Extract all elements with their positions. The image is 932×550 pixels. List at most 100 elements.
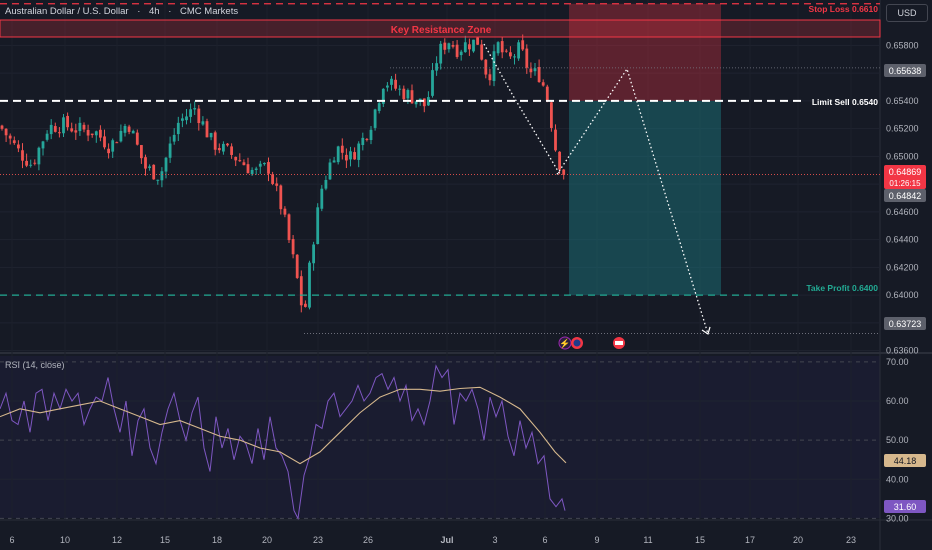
bull-candle[interactable] bbox=[349, 151, 352, 160]
bear-candle[interactable] bbox=[135, 132, 139, 145]
bear-candle[interactable] bbox=[271, 174, 274, 184]
bear-candle[interactable] bbox=[521, 40, 525, 50]
bull-candle[interactable] bbox=[332, 160, 336, 163]
bull-candle[interactable] bbox=[513, 56, 516, 58]
bear-candle[interactable] bbox=[242, 162, 246, 166]
bear-candle[interactable] bbox=[144, 157, 147, 169]
bull-candle[interactable] bbox=[123, 125, 127, 133]
bull-candle[interactable] bbox=[254, 168, 258, 170]
projection-layer[interactable] bbox=[483, 43, 711, 335]
bear-candle[interactable] bbox=[17, 144, 20, 149]
bear-candle[interactable] bbox=[33, 162, 37, 164]
bull-candle[interactable] bbox=[414, 101, 418, 105]
bear-candle[interactable] bbox=[205, 121, 209, 138]
bear-candle[interactable] bbox=[217, 148, 221, 151]
bear-candle[interactable] bbox=[480, 44, 484, 60]
rsi-ma-line[interactable] bbox=[0, 386, 567, 465]
bull-candle[interactable] bbox=[209, 133, 213, 138]
bear-candle[interactable] bbox=[238, 160, 242, 162]
bear-candle[interactable] bbox=[115, 142, 119, 144]
bull-candle[interactable] bbox=[496, 42, 500, 54]
bear-candle[interactable] bbox=[345, 154, 348, 161]
bull-candle[interactable] bbox=[386, 85, 389, 88]
bull-candle[interactable] bbox=[263, 162, 266, 165]
bear-candle[interactable] bbox=[484, 59, 488, 75]
bull-candle[interactable] bbox=[160, 171, 164, 181]
bull-candle[interactable] bbox=[41, 141, 45, 149]
bull-candle[interactable] bbox=[258, 163, 262, 167]
bull-candle[interactable] bbox=[463, 42, 467, 53]
bear-candle[interactable] bbox=[291, 239, 295, 255]
bear-candle[interactable] bbox=[504, 50, 508, 52]
bear-candle[interactable] bbox=[152, 164, 156, 180]
bear-candle[interactable] bbox=[304, 303, 307, 307]
bull-candle[interactable] bbox=[320, 188, 324, 209]
bull-candle[interactable] bbox=[427, 97, 430, 106]
bear-candle[interactable] bbox=[525, 48, 529, 68]
bear-candle[interactable] bbox=[468, 44, 471, 50]
interval-label[interactable]: 4h bbox=[149, 6, 160, 17]
bear-candle[interactable] bbox=[340, 145, 344, 153]
bull-candle[interactable] bbox=[472, 39, 475, 52]
bear-candle[interactable] bbox=[4, 128, 8, 136]
bear-candle[interactable] bbox=[213, 132, 217, 150]
bear-candle[interactable] bbox=[283, 208, 287, 215]
bull-candle[interactable] bbox=[111, 140, 115, 152]
bull-candle[interactable] bbox=[377, 103, 381, 111]
bear-candle[interactable] bbox=[82, 124, 86, 130]
bear-candle[interactable] bbox=[443, 42, 447, 50]
bear-candle[interactable] bbox=[99, 129, 102, 138]
bull-candle[interactable] bbox=[431, 70, 434, 96]
bear-candle[interactable] bbox=[58, 132, 61, 134]
bull-candle[interactable] bbox=[435, 63, 438, 71]
bull-candle[interactable] bbox=[37, 147, 41, 165]
bear-candle[interactable] bbox=[107, 148, 110, 154]
bear-candle[interactable] bbox=[455, 44, 459, 57]
bull-candle[interactable] bbox=[381, 88, 385, 104]
bull-candle[interactable] bbox=[373, 109, 377, 128]
bull-candle[interactable] bbox=[181, 118, 184, 121]
bear-candle[interactable] bbox=[275, 183, 279, 186]
bear-candle[interactable] bbox=[74, 130, 78, 133]
bear-candle[interactable] bbox=[500, 41, 504, 53]
bear-candle[interactable] bbox=[554, 129, 557, 151]
bull-candle[interactable] bbox=[29, 164, 33, 166]
bull-candle[interactable] bbox=[201, 121, 205, 125]
bull-candle[interactable] bbox=[45, 133, 49, 140]
bear-candle[interactable] bbox=[25, 160, 28, 166]
bear-candle[interactable] bbox=[422, 98, 426, 107]
stop-loss-risk-box[interactable] bbox=[569, 3, 721, 101]
resistance-zone[interactable] bbox=[0, 19, 881, 38]
trade-position-layer[interactable] bbox=[569, 3, 721, 296]
bear-candle[interactable] bbox=[394, 79, 397, 89]
bull-candle[interactable] bbox=[492, 51, 496, 82]
chart-title[interactable]: Australian Dollar / U.S. Dollar · 4h · C… bbox=[5, 6, 244, 17]
past-move-path[interactable] bbox=[483, 43, 561, 175]
bull-candle[interactable] bbox=[62, 117, 65, 134]
bear-candle[interactable] bbox=[53, 126, 57, 132]
bull-candle[interactable] bbox=[308, 262, 311, 308]
bull-candle[interactable] bbox=[316, 207, 320, 245]
bull-candle[interactable] bbox=[357, 143, 361, 160]
bear-candle[interactable] bbox=[299, 276, 303, 306]
bear-candle[interactable] bbox=[230, 146, 233, 155]
bear-candle[interactable] bbox=[410, 90, 414, 104]
bear-candle[interactable] bbox=[353, 152, 356, 160]
bear-candle[interactable] bbox=[402, 88, 406, 100]
bear-candle[interactable] bbox=[103, 136, 106, 148]
bear-candle[interactable] bbox=[267, 162, 270, 174]
bull-candle[interactable] bbox=[312, 244, 315, 264]
event-markers[interactable]: ⚡ bbox=[558, 336, 625, 350]
bear-candle[interactable] bbox=[509, 52, 512, 57]
bull-candle[interactable] bbox=[78, 122, 82, 132]
bull-candle[interactable] bbox=[119, 130, 123, 142]
bear-candle[interactable] bbox=[140, 145, 143, 159]
bear-candle[interactable] bbox=[545, 86, 549, 101]
bear-candle[interactable] bbox=[21, 150, 24, 161]
bull-candle[interactable] bbox=[156, 179, 160, 181]
bear-candle[interactable] bbox=[234, 156, 238, 161]
bull-candle[interactable] bbox=[328, 162, 332, 180]
bear-candle[interactable] bbox=[246, 164, 250, 174]
level-lines-layer[interactable] bbox=[0, 3, 880, 334]
bear-candle[interactable] bbox=[529, 68, 533, 73]
